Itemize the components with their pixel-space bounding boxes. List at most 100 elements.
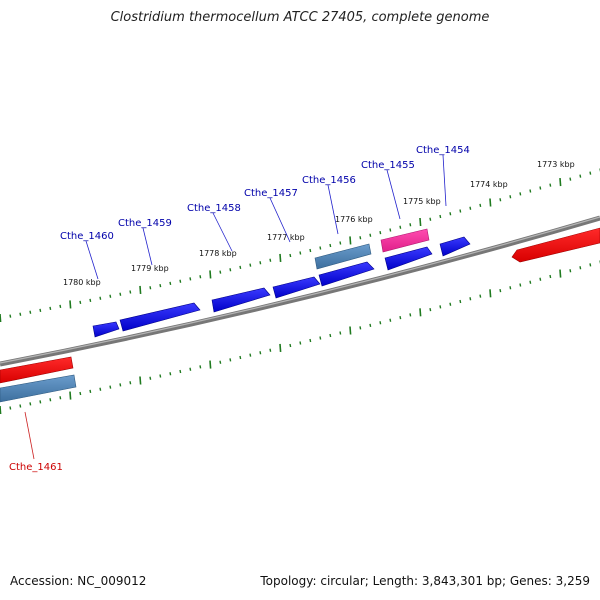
tick-upper-minor-10 bbox=[99, 296, 102, 300]
tick-lower-minor-54 bbox=[539, 277, 542, 281]
scale-label-1775: 1775 kbp bbox=[403, 197, 441, 206]
tick-lower-minor-4 bbox=[39, 400, 42, 404]
tick-lower-minor-29 bbox=[289, 343, 292, 348]
gene-arrow-cthe-1455[interactable] bbox=[384, 246, 433, 271]
tick-upper-minor-23 bbox=[229, 268, 232, 272]
tick-lower-minor-17 bbox=[169, 372, 172, 376]
tick-lower-minor-47 bbox=[469, 297, 472, 301]
gene-label-cthe-1460[interactable]: Cthe_1460 bbox=[60, 231, 114, 242]
gene-arrow-cthe-1457[interactable] bbox=[272, 276, 321, 299]
leader-line-cthe-1456 bbox=[327, 184, 339, 235]
tick-lower-minor-13 bbox=[129, 381, 132, 385]
tick-upper-minor-17 bbox=[169, 281, 172, 286]
scale-label-1773: 1773 kbp bbox=[537, 160, 575, 169]
tick-lower-major-28 bbox=[279, 343, 282, 352]
tick-lower-minor-31 bbox=[309, 338, 312, 343]
tick-upper-minor-30 bbox=[299, 251, 302, 255]
scale-label-1780: 1780 kbp bbox=[63, 278, 101, 287]
feature-box-pink-1455[interactable] bbox=[380, 228, 430, 253]
tick-upper-major-0 bbox=[0, 313, 2, 323]
tick-lower-minor-41 bbox=[409, 313, 412, 317]
gene-label-cthe-1455[interactable]: Cthe_1455 bbox=[361, 160, 415, 171]
gene-label-cthe-1459[interactable]: Cthe_1459 bbox=[118, 218, 172, 229]
scale-ticks-lower bbox=[0, 260, 600, 415]
tick-lower-minor-15 bbox=[149, 376, 152, 380]
tick-lower-minor-27 bbox=[269, 348, 272, 352]
gene-label-cthe-1456[interactable]: Cthe_1456 bbox=[302, 175, 356, 186]
scale-label-1776: 1776 kbp bbox=[335, 215, 373, 224]
tick-lower-minor-8 bbox=[79, 391, 82, 396]
tick-upper-minor-8 bbox=[79, 300, 82, 305]
tick-lower-minor-34 bbox=[339, 331, 342, 335]
tick-upper-minor-13 bbox=[129, 290, 132, 294]
gene-arrow-cthe-1456[interactable] bbox=[318, 261, 375, 287]
gene-label-cthe-1454[interactable]: Cthe_1454 bbox=[416, 145, 470, 156]
tick-upper-minor-44 bbox=[439, 214, 442, 219]
tick-lower-major-0 bbox=[0, 405, 2, 415]
tick-lower-minor-45 bbox=[449, 302, 452, 306]
tick-lower-minor-59 bbox=[589, 263, 592, 267]
tick-upper-minor-43 bbox=[429, 217, 432, 221]
tick-lower-major-7 bbox=[69, 391, 72, 400]
tick-upper-minor-50 bbox=[499, 198, 502, 202]
feature-box-steel-1461[interactable] bbox=[0, 374, 77, 403]
tick-lower-major-49 bbox=[489, 289, 492, 298]
tick-lower-minor-43 bbox=[429, 307, 432, 312]
tick-upper-minor-3 bbox=[29, 310, 32, 314]
gene-arrow-cthe-1460[interactable] bbox=[92, 321, 120, 338]
gene-arrow-cthe-1461[interactable] bbox=[0, 356, 74, 384]
tick-lower-minor-16 bbox=[159, 374, 162, 378]
tick-lower-minor-40 bbox=[399, 315, 402, 320]
gene-arrow-reverse-right[interactable] bbox=[511, 227, 600, 263]
tick-lower-minor-48 bbox=[479, 294, 482, 298]
tick-upper-major-35 bbox=[349, 236, 352, 245]
tick-upper-minor-54 bbox=[539, 186, 542, 190]
gene-arrow-cthe-1454[interactable] bbox=[439, 236, 471, 257]
tick-lower-minor-6 bbox=[59, 396, 62, 400]
gene-arrow-cthe-1458[interactable] bbox=[211, 287, 271, 313]
gene-arrow-cthe-1459[interactable] bbox=[119, 302, 201, 332]
tick-lower-minor-11 bbox=[109, 385, 112, 389]
gene-label-cthe-1458[interactable]: Cthe_1458 bbox=[187, 203, 241, 214]
tick-lower-minor-58 bbox=[579, 266, 582, 270]
leader-line-cthe-1455 bbox=[386, 169, 401, 220]
tick-upper-minor-36 bbox=[359, 236, 362, 240]
tick-upper-minor-24 bbox=[239, 265, 242, 270]
tick-lower-minor-26 bbox=[259, 351, 262, 355]
tick-upper-minor-48 bbox=[479, 203, 482, 208]
tick-upper-minor-20 bbox=[199, 275, 202, 279]
tick-upper-minor-45 bbox=[449, 212, 452, 216]
tick-upper-minor-25 bbox=[249, 263, 252, 267]
tick-upper-minor-5 bbox=[49, 306, 52, 311]
tick-lower-minor-5 bbox=[49, 398, 52, 402]
accession-text: Accession: NC_009012 bbox=[10, 574, 147, 588]
tick-lower-minor-52 bbox=[519, 283, 522, 287]
genome-backbone-highlight bbox=[0, 216, 600, 364]
tick-lower-minor-30 bbox=[299, 341, 302, 345]
scale-label-1774: 1774 kbp bbox=[470, 180, 508, 189]
tick-lower-minor-38 bbox=[379, 321, 382, 325]
tick-lower-minor-22 bbox=[219, 360, 222, 364]
leader-line-cthe-1459 bbox=[142, 227, 153, 266]
tick-upper-minor-1 bbox=[9, 314, 12, 318]
tick-upper-minor-19 bbox=[189, 277, 192, 281]
gene-label-cthe-1461[interactable]: Cthe_1461 bbox=[9, 462, 63, 473]
tick-upper-minor-55 bbox=[549, 183, 552, 187]
tick-lower-minor-51 bbox=[509, 286, 512, 290]
tick-upper-major-56 bbox=[559, 178, 562, 187]
tick-upper-minor-32 bbox=[319, 246, 322, 250]
scale-label-1779: 1779 kbp bbox=[131, 264, 169, 273]
tick-upper-minor-4 bbox=[39, 308, 42, 313]
tick-lower-minor-44 bbox=[439, 305, 442, 309]
tick-upper-minor-16 bbox=[159, 283, 162, 288]
feature-box-steel-1456[interactable] bbox=[314, 243, 372, 270]
tick-upper-major-42 bbox=[419, 217, 422, 227]
tick-lower-minor-12 bbox=[119, 383, 122, 387]
gene-label-cthe-1457[interactable]: Cthe_1457 bbox=[244, 188, 298, 199]
tick-upper-minor-22 bbox=[219, 270, 222, 274]
tick-lower-major-42 bbox=[419, 308, 422, 317]
tick-upper-minor-31 bbox=[309, 248, 312, 253]
tick-upper-minor-18 bbox=[179, 279, 182, 283]
tick-lower-minor-55 bbox=[549, 274, 552, 279]
